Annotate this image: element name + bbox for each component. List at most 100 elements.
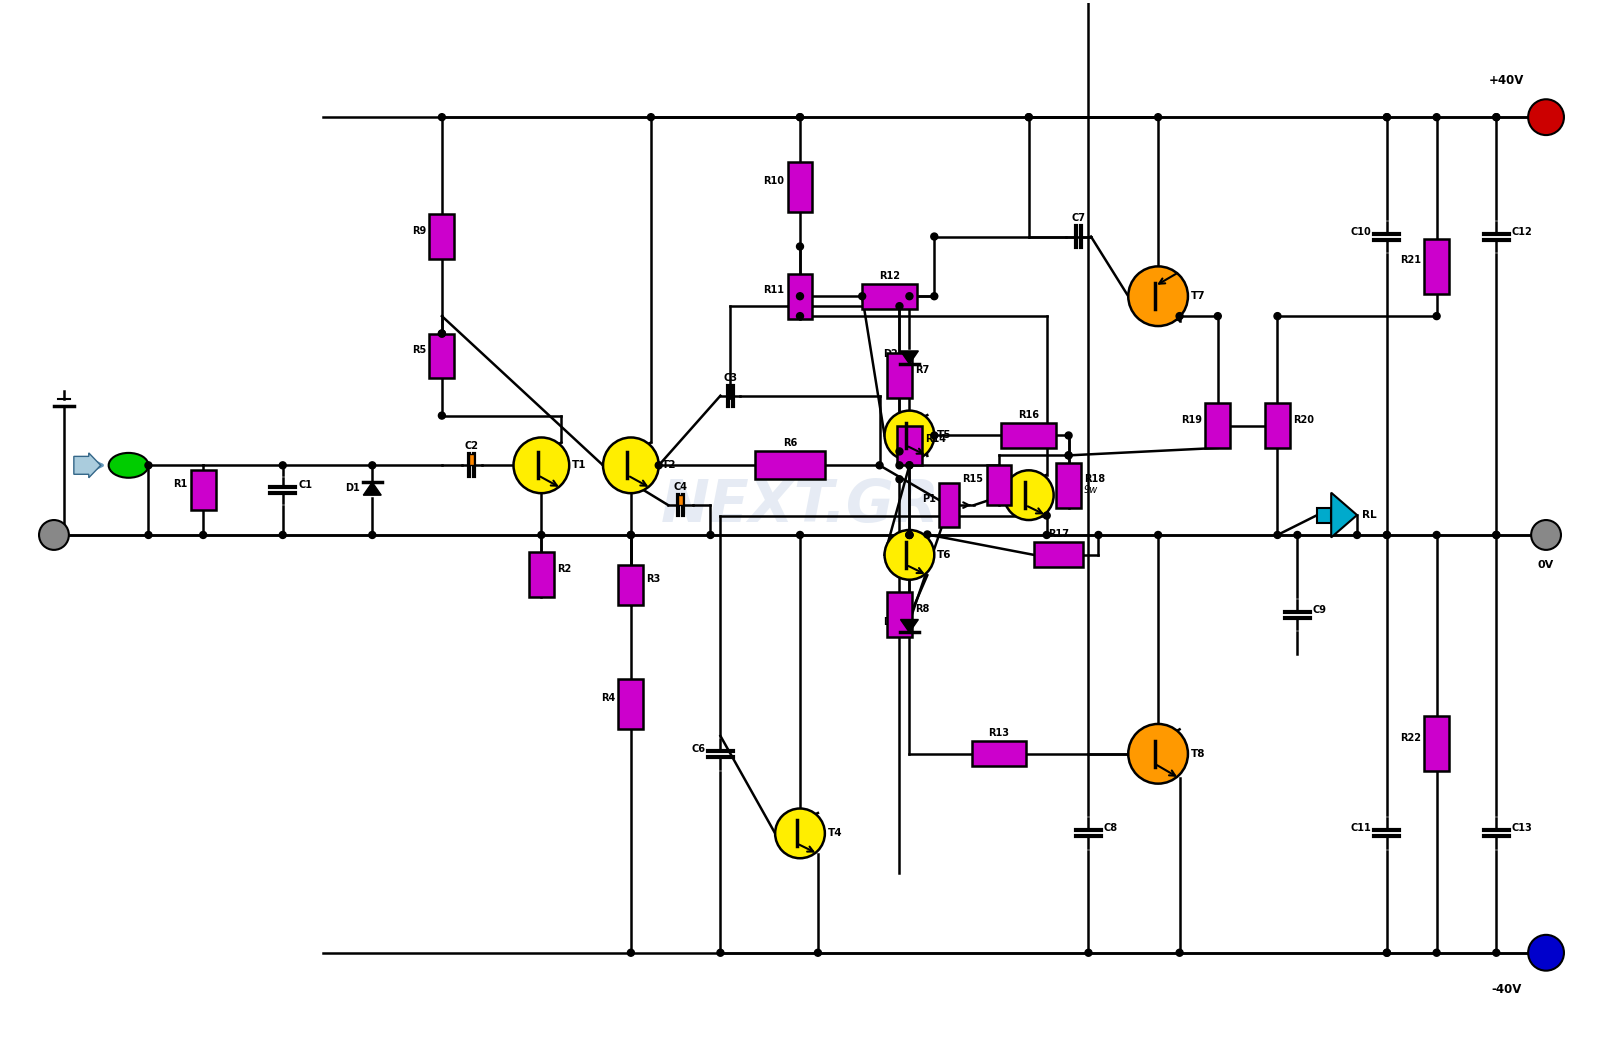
Circle shape [1066, 452, 1072, 459]
Circle shape [1155, 532, 1162, 538]
Text: C8: C8 [1104, 823, 1118, 833]
Text: R1: R1 [173, 479, 187, 490]
Text: P1: P1 [923, 494, 936, 504]
Bar [429, 333, 454, 379]
Text: T1: T1 [573, 460, 587, 471]
Text: R9: R9 [413, 226, 427, 235]
Circle shape [1384, 950, 1390, 956]
Text: R15: R15 [963, 475, 984, 484]
Circle shape [1528, 99, 1563, 135]
Circle shape [627, 532, 634, 538]
Text: RL: RL [1362, 510, 1376, 520]
Circle shape [438, 330, 445, 337]
Circle shape [1128, 266, 1187, 326]
Circle shape [1026, 114, 1032, 120]
Text: D3: D3 [883, 617, 898, 628]
Circle shape [1003, 471, 1054, 520]
Text: C11: C11 [1350, 823, 1371, 833]
Circle shape [1214, 312, 1221, 320]
Circle shape [200, 532, 206, 538]
Bar [1424, 716, 1450, 771]
Text: T2: T2 [662, 460, 677, 471]
Bar [429, 214, 454, 258]
Polygon shape [363, 482, 381, 495]
Bar [1205, 403, 1230, 448]
Bar [971, 742, 1026, 766]
Bar [787, 274, 813, 319]
Text: R4: R4 [602, 693, 616, 703]
Circle shape [1274, 312, 1282, 320]
Bar [987, 465, 1011, 505]
Text: R3: R3 [646, 574, 661, 583]
Circle shape [1043, 532, 1050, 538]
Text: R6: R6 [782, 439, 797, 448]
Bar [1034, 542, 1083, 568]
Text: C13: C13 [1512, 823, 1533, 833]
Circle shape [906, 532, 914, 538]
Text: C10: C10 [1350, 227, 1371, 236]
Text: 0V: 0V [1538, 560, 1554, 570]
Text: R19: R19 [1181, 415, 1202, 424]
Text: NEXT.GR: NEXT.GR [661, 477, 939, 534]
Text: C4: C4 [674, 482, 688, 493]
Text: R11: R11 [763, 285, 784, 295]
Circle shape [896, 476, 902, 483]
Circle shape [1176, 950, 1182, 956]
Circle shape [797, 114, 803, 120]
Circle shape [1531, 520, 1562, 550]
Circle shape [896, 462, 902, 468]
Bar [619, 679, 643, 729]
Circle shape [797, 292, 803, 300]
Text: R17: R17 [1048, 530, 1069, 539]
Circle shape [814, 950, 821, 956]
Bar [190, 471, 216, 510]
Circle shape [438, 114, 445, 120]
Bar [1317, 507, 1331, 522]
Circle shape [923, 531, 931, 538]
Circle shape [859, 292, 866, 300]
Polygon shape [901, 619, 918, 632]
Circle shape [797, 312, 803, 320]
Circle shape [797, 532, 803, 538]
Text: R13: R13 [989, 728, 1010, 738]
Circle shape [438, 330, 445, 337]
Text: R2: R2 [557, 563, 571, 574]
Circle shape [627, 950, 634, 956]
Circle shape [717, 950, 723, 956]
Circle shape [1128, 724, 1187, 784]
Circle shape [1384, 114, 1390, 120]
Circle shape [1434, 950, 1440, 956]
Circle shape [1434, 532, 1440, 538]
Text: D2: D2 [883, 349, 898, 359]
Text: T5: T5 [938, 430, 952, 441]
FancyArrow shape [74, 453, 101, 478]
Text: R18: R18 [1083, 475, 1106, 484]
Circle shape [1094, 532, 1102, 538]
Bar [939, 483, 958, 528]
Circle shape [877, 462, 883, 468]
Circle shape [368, 532, 376, 538]
Bar [886, 353, 912, 398]
Text: T8: T8 [1190, 749, 1205, 759]
Text: C9: C9 [1312, 605, 1326, 615]
Circle shape [1066, 431, 1072, 439]
Circle shape [906, 532, 914, 538]
Circle shape [538, 532, 546, 538]
Circle shape [1434, 312, 1440, 320]
Text: C1: C1 [298, 480, 312, 491]
Text: C7: C7 [1072, 213, 1085, 223]
Circle shape [1274, 532, 1282, 538]
Bar [797, 296, 803, 306]
Circle shape [368, 462, 376, 468]
Circle shape [1384, 532, 1390, 538]
Text: T6: T6 [938, 550, 952, 560]
Bar [530, 553, 554, 597]
Circle shape [774, 808, 826, 859]
Bar [1002, 423, 1056, 448]
Text: R8: R8 [915, 603, 930, 614]
Polygon shape [901, 351, 918, 364]
Circle shape [797, 114, 803, 120]
Circle shape [438, 413, 445, 419]
Circle shape [1493, 114, 1499, 120]
Circle shape [707, 532, 714, 538]
